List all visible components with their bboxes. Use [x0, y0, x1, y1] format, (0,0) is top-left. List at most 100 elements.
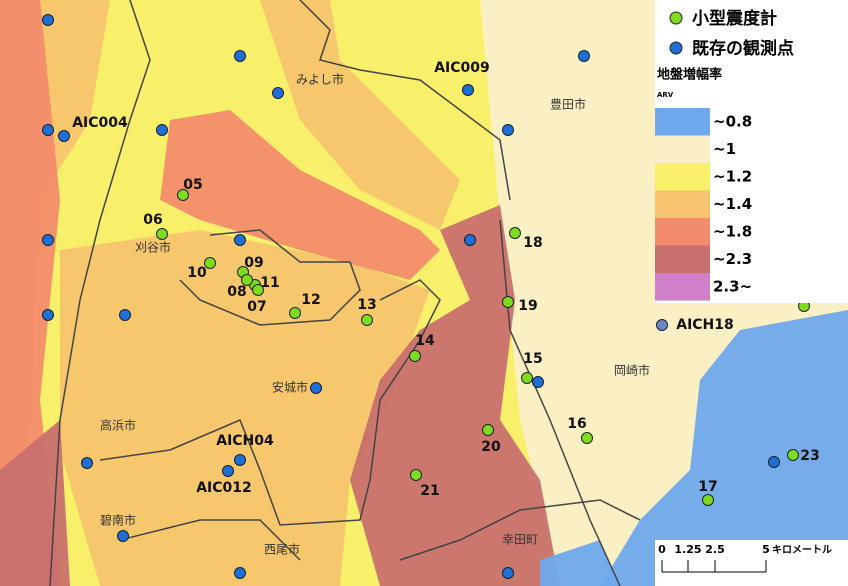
city-label: 安城市 — [272, 380, 308, 395]
city-label: 岡崎市 — [614, 363, 650, 378]
city-label: みよし市 — [296, 72, 344, 87]
existing-station — [532, 376, 544, 388]
seismometer — [702, 494, 714, 506]
existing-station — [464, 234, 476, 246]
seismometer-label: 17 — [698, 479, 717, 495]
seismometer-label: 18 — [523, 235, 542, 251]
seismometer — [787, 449, 799, 461]
legend-swatch — [655, 190, 710, 218]
seismometer-label: 15 — [523, 351, 542, 367]
existing-station — [42, 309, 54, 321]
existing-station — [117, 530, 129, 542]
legend-swatch — [655, 135, 710, 163]
city-label: 幸田町 — [502, 533, 538, 547]
legend-marker — [669, 41, 683, 55]
existing-station — [234, 567, 246, 579]
scale-tick-label: 0 — [658, 543, 666, 556]
scale-unit: キロメートル — [772, 544, 832, 556]
existing-station — [502, 124, 514, 136]
seismometer — [509, 227, 521, 239]
scale-tick-label: 2.5 — [705, 543, 725, 556]
existing-station — [119, 309, 131, 321]
seismometer — [361, 314, 373, 326]
existing-station — [81, 457, 93, 469]
legend-class-label: ~1 — [713, 140, 736, 158]
boundary — [119, 519, 301, 561]
seismometer — [252, 284, 264, 296]
seismometer-label: 08 — [227, 284, 246, 300]
seismometer — [177, 189, 189, 201]
existing-station — [768, 456, 780, 468]
existing-station — [502, 567, 514, 579]
amplification-zone — [160, 110, 440, 280]
seismometer-label: 11 — [260, 275, 279, 291]
legend-marker — [669, 11, 683, 25]
seismometer — [156, 228, 168, 240]
seismometer-label: 13 — [357, 297, 376, 313]
seismometer-label: 14 — [415, 333, 435, 349]
seismometer — [410, 469, 422, 481]
boundary — [49, 0, 151, 586]
existing-station — [462, 84, 474, 96]
existing-station — [234, 234, 246, 246]
amplification-zone — [60, 230, 430, 586]
boundary — [259, 279, 441, 526]
seismometer-label: 09 — [244, 255, 263, 271]
amplification-zone — [600, 310, 848, 586]
legend-class-label: ~0.8 — [713, 113, 752, 131]
legend-swatch — [655, 273, 710, 301]
amplification-zone — [540, 540, 620, 586]
legend-swatch — [655, 163, 710, 191]
seismometer — [289, 307, 301, 319]
boundary — [179, 229, 361, 326]
existing-station — [272, 87, 284, 99]
existing-station — [42, 234, 54, 246]
legend-class-label: ~1.8 — [713, 223, 752, 241]
city-label: 西尾市 — [264, 542, 300, 557]
city-label: 高浜市 — [100, 418, 136, 433]
seismometer-label: 21 — [420, 483, 439, 499]
seismometer-label: 12 — [301, 292, 320, 308]
seismometer-label: 10 — [187, 265, 207, 281]
existing-station-label: AIC009 — [434, 60, 490, 76]
existing-station — [234, 454, 246, 466]
city-label: 豊田市 — [550, 97, 586, 112]
existing-station-label: AICH04 — [216, 433, 274, 449]
legend-class-label: ~1.2 — [713, 168, 752, 186]
seismometer — [521, 372, 533, 384]
legend-unit: ARV — [657, 91, 674, 99]
seismometer — [241, 274, 253, 286]
existing-station-label: AICH18 — [676, 317, 734, 333]
scale-tick-label: 5 — [762, 543, 770, 556]
legend-label: 既存の観測点 — [692, 38, 794, 59]
seismometer-label: 16 — [567, 416, 586, 432]
seismometer-label: 07 — [247, 299, 266, 315]
seismometer — [502, 296, 514, 308]
amplification-zone — [260, 0, 460, 230]
legend-swatch — [655, 218, 710, 246]
scale-background — [655, 540, 848, 586]
seismometer-label: 20 — [481, 439, 501, 455]
existing-station — [234, 50, 246, 62]
seismometer — [204, 257, 216, 269]
existing-station — [156, 124, 168, 136]
boundary — [99, 419, 261, 471]
seismometer-label: 23 — [800, 448, 819, 464]
seismometer-label: 19 — [518, 298, 537, 314]
seismometer — [409, 350, 421, 362]
legend-class-label: ~1.4 — [713, 195, 752, 213]
legend-class-label: ~2.3 — [713, 250, 752, 268]
existing-station-label: AIC012 — [196, 480, 252, 496]
seismometer-label: 06 — [143, 212, 162, 228]
boundary — [399, 499, 641, 561]
seismometer — [581, 432, 593, 444]
seismometer-label: 05 — [183, 177, 202, 193]
legend-label: 小型震度計 — [692, 8, 777, 29]
boundary — [499, 219, 621, 586]
legend-class-label: 2.3~ — [713, 278, 752, 296]
existing-station — [222, 465, 234, 477]
seismometer — [482, 424, 494, 436]
legend-swatch — [655, 245, 710, 273]
boundary — [299, 0, 511, 201]
